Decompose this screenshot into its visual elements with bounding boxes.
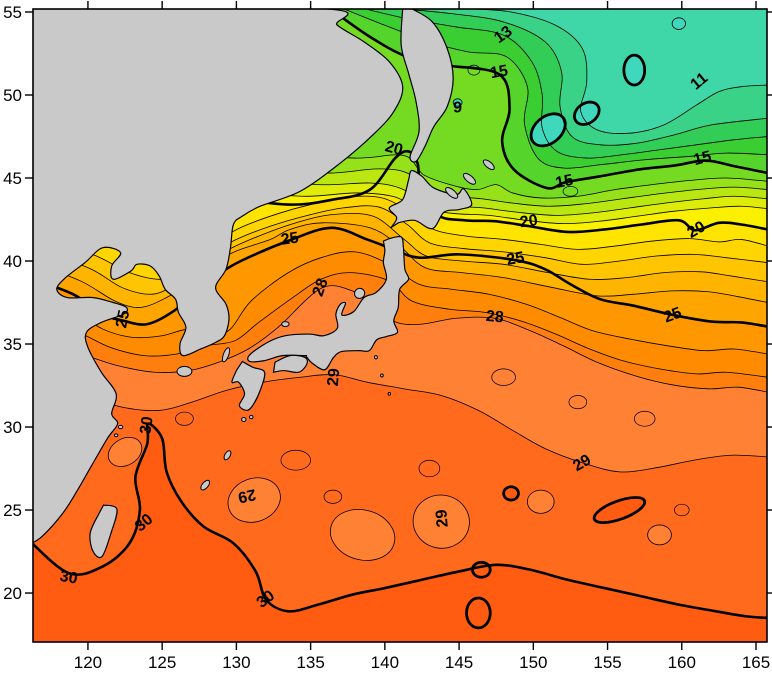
x-tick-label: 140 xyxy=(371,653,399,672)
contour-label-30: 30 xyxy=(58,568,79,588)
contour-label-28: 28 xyxy=(485,308,504,327)
contour-label-29: 29 xyxy=(236,485,257,505)
land-honshu xyxy=(247,235,410,371)
y-tick-label: 35 xyxy=(3,335,22,354)
contour-label-30: 30 xyxy=(137,415,156,435)
land-sakhalin xyxy=(400,9,454,163)
contour-label-20: 20 xyxy=(685,218,709,242)
y-tick-label: 20 xyxy=(3,584,22,603)
land-kyushu xyxy=(231,360,266,412)
x-tick-label: 130 xyxy=(222,653,250,672)
contour-label-29: 29 xyxy=(433,509,452,528)
x-tick-label: 150 xyxy=(519,653,547,672)
y-tick-label: 55 xyxy=(3,3,22,22)
x-tick-label: 160 xyxy=(668,653,696,672)
contour-label-25: 25 xyxy=(505,249,526,269)
contour-label-20: 20 xyxy=(383,138,405,159)
y-tick-label: 45 xyxy=(3,169,22,188)
land-shikoku xyxy=(272,354,308,374)
contour-label-9: 9 xyxy=(453,99,462,116)
contour-label-15: 15 xyxy=(554,172,575,192)
contour-label-15: 15 xyxy=(692,148,714,169)
y-tick-label: 40 xyxy=(3,252,22,271)
contour-label-29: 29 xyxy=(325,367,344,386)
y-tick-label: 25 xyxy=(3,501,22,520)
land-taiwan xyxy=(89,504,118,559)
x-tick-label: 145 xyxy=(445,653,473,672)
land-masses xyxy=(33,9,495,559)
contour-label-25: 25 xyxy=(662,304,685,326)
x-tick-label: 135 xyxy=(296,653,324,672)
axes: 120 125 130 135 140 145 150 155 160 165 20 25 30 35 40… xyxy=(3,1,772,672)
y-tick-label: 30 xyxy=(3,418,22,437)
contour-label-20: 20 xyxy=(519,212,539,231)
x-tick-label: 120 xyxy=(74,653,102,672)
contour-label-29: 29 xyxy=(570,451,594,475)
x-tick-label: 155 xyxy=(593,653,621,672)
contour-label-28: 28 xyxy=(310,276,332,299)
contour-label-25: 25 xyxy=(113,308,133,329)
x-tick-label: 125 xyxy=(148,653,176,672)
y-tick-label: 50 xyxy=(3,86,22,105)
land-mainland-asia xyxy=(33,9,404,544)
x-tick-label: 165 xyxy=(742,653,770,672)
contour-label-15: 15 xyxy=(489,62,510,82)
contour-label-25: 25 xyxy=(280,229,300,248)
